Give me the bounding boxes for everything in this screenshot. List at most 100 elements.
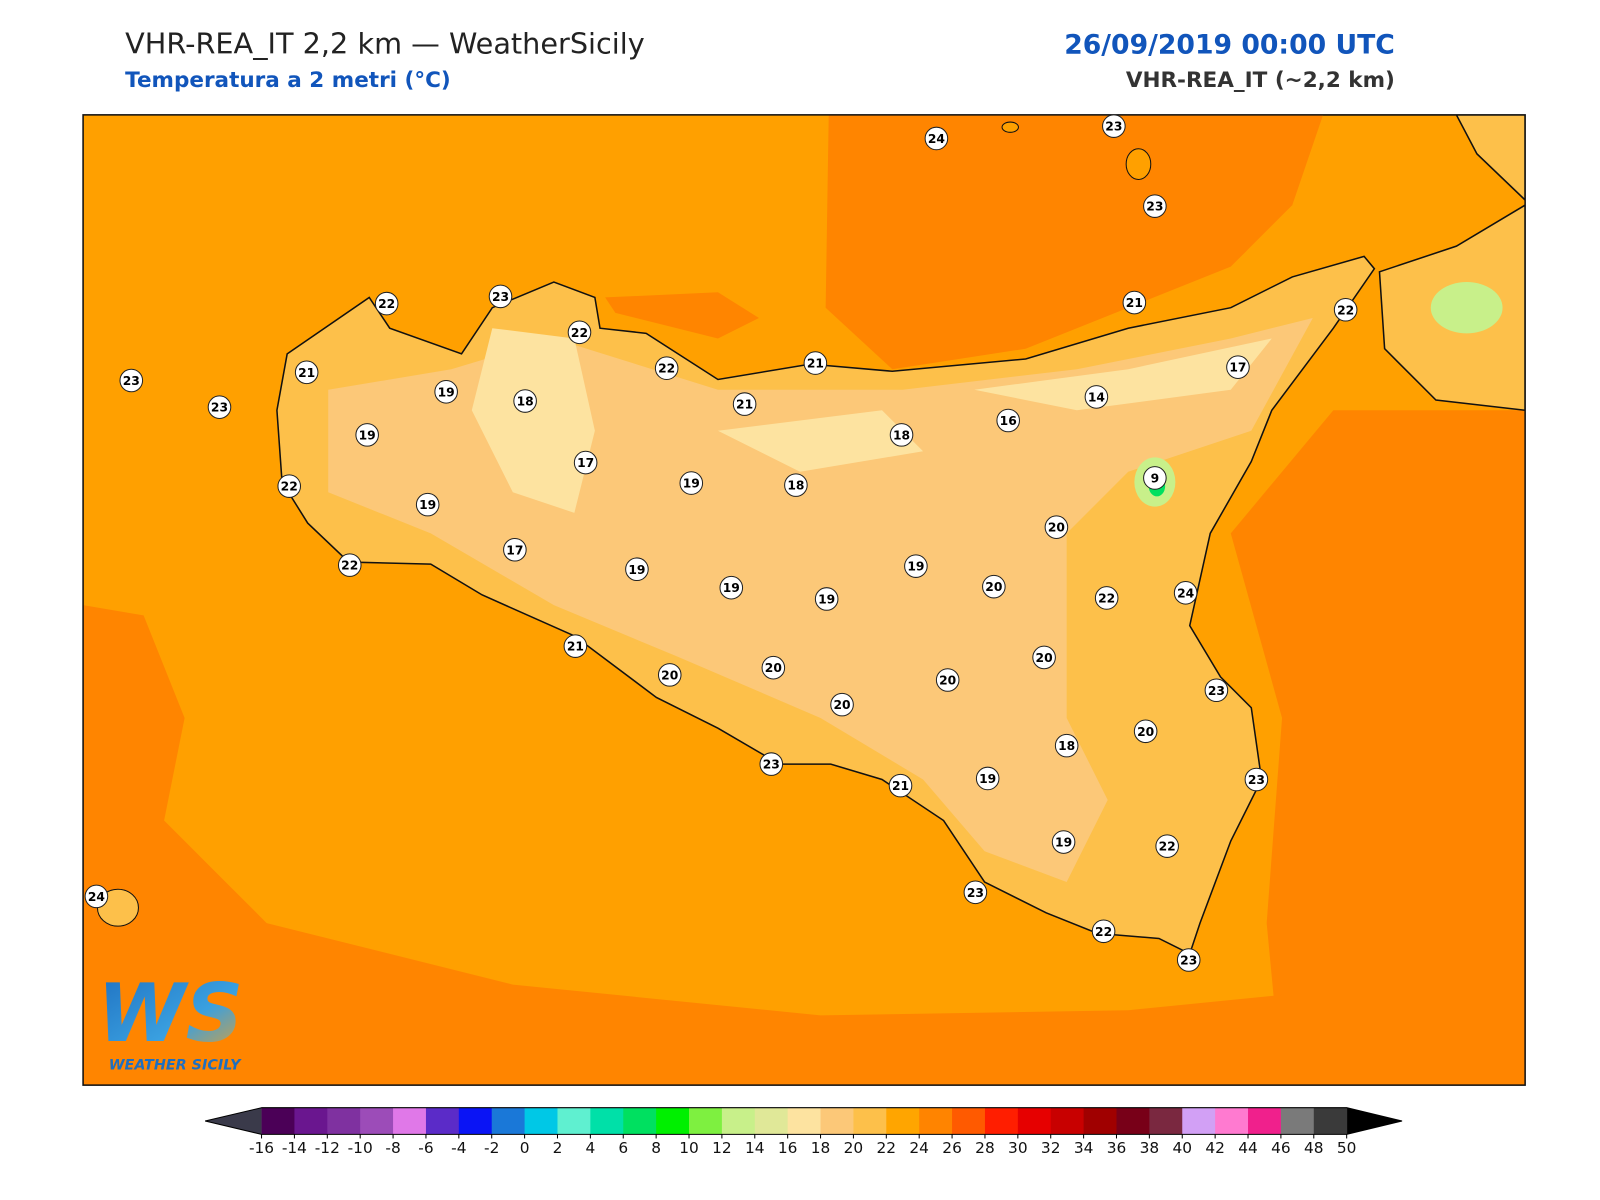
- colorbar-tick-label: -4: [451, 1139, 466, 1157]
- station-value: 19: [419, 498, 436, 512]
- station-marker: [1155, 834, 1179, 858]
- station-marker: [1084, 385, 1109, 409]
- station-marker: [84, 884, 109, 909]
- colorbar-band: [491, 1107, 526, 1135]
- warm-sea: [1230, 410, 1526, 1086]
- station-marker: [1122, 290, 1147, 315]
- station-value: 19: [683, 477, 700, 491]
- station-value: 20: [833, 698, 850, 712]
- station-marker: [889, 423, 914, 447]
- station-value: 23: [1146, 200, 1163, 214]
- station-value: 18: [893, 428, 910, 442]
- colorbar-tick-label: 12: [712, 1139, 732, 1157]
- station-marker: [924, 126, 949, 151]
- colorbar: -16 -14 -12 -10 -8 -6 -4 -2 0 2 4 6 8 10 12 14 16 18 20 22 2…: [205, 1107, 1403, 1157]
- station-value: 20: [1137, 725, 1154, 739]
- station-marker: [759, 752, 784, 776]
- station-value: 21: [807, 357, 824, 371]
- station-value: 23: [1105, 120, 1122, 134]
- station-marker: [1226, 355, 1250, 379]
- station-marker: [1333, 297, 1358, 322]
- station-marker: [563, 634, 588, 658]
- colorbar-band: [721, 1107, 756, 1135]
- station-marker: [294, 360, 319, 385]
- colorbar-band: [689, 1107, 723, 1135]
- station-value: 18: [517, 395, 534, 409]
- colorbar-tick-label: 2: [553, 1139, 563, 1157]
- colorbar-band: [623, 1107, 657, 1135]
- colorbar-band: [1215, 1107, 1249, 1135]
- station-marker: [657, 663, 682, 687]
- station-value: 20: [1036, 651, 1053, 665]
- station-value: 22: [378, 297, 395, 311]
- station-value: 22: [341, 559, 358, 573]
- subtitle: Temperatura a 2 metri (°C): [125, 68, 451, 93]
- station-value: 19: [723, 581, 740, 595]
- station-value: 20: [661, 668, 678, 682]
- colorbar-band: [1017, 1107, 1052, 1135]
- map-frame: [82, 114, 1526, 1086]
- station-value: 23: [763, 758, 780, 772]
- station-marker: [975, 766, 1000, 791]
- title: VHR-REA_IT 2,2 km — WeatherSicily: [125, 26, 645, 60]
- station-value: 20: [765, 661, 782, 675]
- station-value: 18: [1058, 739, 1075, 753]
- colorbar-band: [425, 1107, 460, 1135]
- colorbar-tick-label: 34: [1074, 1139, 1094, 1157]
- island: [1125, 148, 1152, 180]
- station-value: 23: [1180, 954, 1197, 968]
- calabria: [1323, 114, 1526, 412]
- colorbar-tick-label: 10: [679, 1139, 699, 1157]
- colorbar-tick-label: 50: [1337, 1139, 1357, 1157]
- station-marker: [374, 291, 399, 316]
- station-marker: [996, 408, 1020, 433]
- colorbar-band: [853, 1107, 887, 1135]
- colorbar-band: [1280, 1107, 1315, 1135]
- colorbar-tick-label: 36: [1107, 1139, 1127, 1157]
- station-marker: [625, 557, 649, 582]
- station-value: 22: [571, 326, 588, 340]
- station-marker: [1244, 767, 1269, 792]
- colorbar-tick-label: 44: [1238, 1139, 1258, 1157]
- station-value: 22: [1098, 591, 1115, 605]
- station-marker: [1143, 466, 1167, 490]
- station-value: 24: [928, 132, 945, 146]
- station-marker: [761, 655, 786, 680]
- station-marker: [1133, 719, 1158, 744]
- station-value: 24: [1177, 586, 1194, 600]
- station-value: 24: [88, 890, 105, 904]
- station-value: 23: [123, 374, 140, 388]
- station-value: 20: [985, 580, 1002, 594]
- colorbar-band: [984, 1107, 1019, 1135]
- colorbar-band: [919, 1107, 953, 1135]
- colorbar-tick-label: 40: [1172, 1139, 1192, 1157]
- station-marker: [573, 450, 598, 475]
- station-marker: [784, 473, 808, 497]
- colorbar-band: [393, 1107, 427, 1135]
- colorbar-band: [1050, 1107, 1085, 1135]
- colorbar-tick-label: 18: [811, 1139, 831, 1157]
- map: [83, 114, 1526, 1086]
- colorbar-band: [458, 1107, 493, 1135]
- colorbar-band: [327, 1107, 361, 1135]
- station-marker: [337, 553, 362, 577]
- station-marker: [355, 423, 379, 447]
- station-value: 19: [1055, 836, 1072, 850]
- colorbar-band: [952, 1107, 986, 1135]
- colorbar-band: [787, 1107, 822, 1135]
- colorbar-band: [294, 1107, 328, 1135]
- station-value: 21: [892, 779, 909, 793]
- station-marker: [567, 320, 592, 345]
- station-marker: [888, 773, 913, 798]
- stations: 24 23 23 22 23 22 21 22 23 21 23 19 18 22 21 21 17 14 16 19…: [84, 114, 1358, 972]
- station-value: 21: [567, 640, 584, 654]
- station-value: 23: [211, 401, 228, 415]
- station-value: 19: [979, 772, 996, 786]
- station-value: 17: [577, 456, 594, 470]
- logo-mark: WS: [97, 967, 243, 1060]
- station-marker: [679, 471, 704, 495]
- station-marker: [119, 368, 144, 393]
- station-value: 19: [628, 563, 645, 577]
- station-value: 17: [1229, 361, 1246, 375]
- station-value: 23: [967, 886, 984, 900]
